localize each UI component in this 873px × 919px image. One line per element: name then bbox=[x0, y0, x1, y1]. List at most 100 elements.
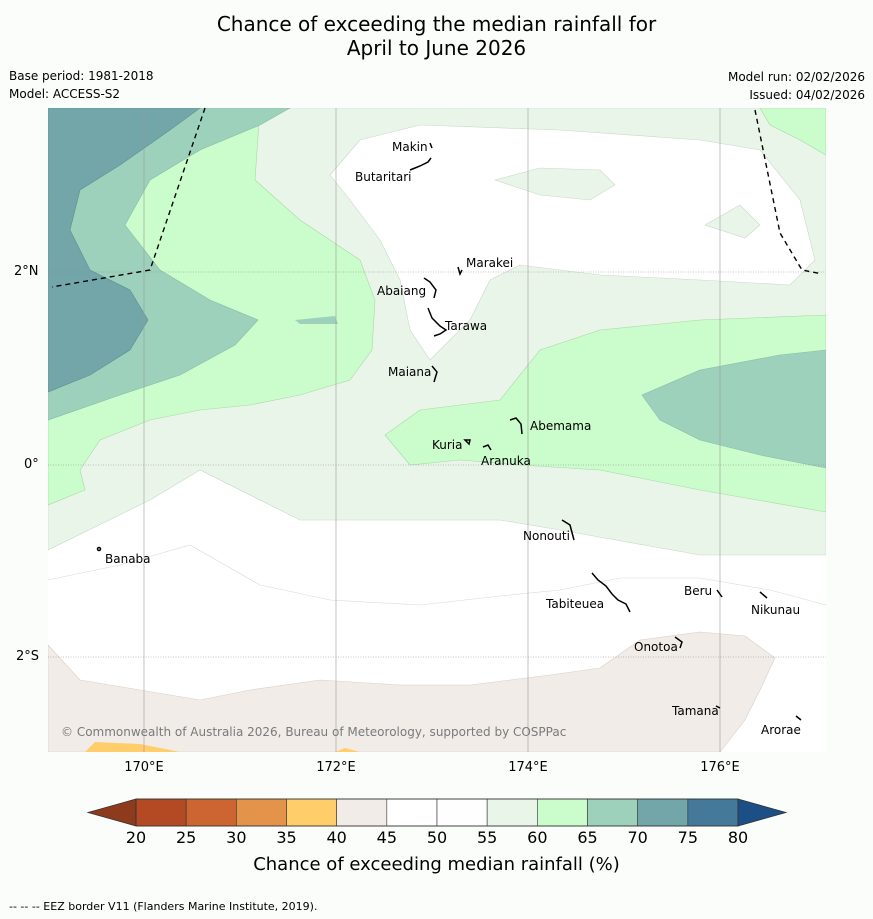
gridlines bbox=[48, 108, 826, 752]
island-beru bbox=[716, 589, 723, 598]
contour-35-40-b bbox=[335, 748, 360, 752]
lat-label-2n: 2°N bbox=[14, 264, 39, 279]
island-aranuka bbox=[482, 444, 492, 451]
contour-small-patch-1 bbox=[493, 167, 616, 201]
lon-label-170e: 170°E bbox=[124, 760, 164, 775]
label-tamana: Tamana bbox=[671, 704, 719, 718]
lon-label-174e: 174°E bbox=[508, 760, 548, 775]
title-line-2: April to June 2026 bbox=[346, 36, 527, 60]
colorbar-right-arrow-outline bbox=[737, 798, 788, 827]
colorbar-tick-60: 60 bbox=[527, 828, 548, 847]
colorbar-frame bbox=[135, 798, 739, 827]
island-arorae bbox=[795, 715, 802, 721]
base-period: Base period: 1981-2018 bbox=[9, 69, 154, 83]
eez-border-east bbox=[754, 109, 823, 275]
colorbar-segment-40-45 bbox=[336, 798, 388, 827]
island-nonouti bbox=[561, 519, 575, 541]
contour-40-45 bbox=[48, 631, 776, 752]
lat-label-0: 0° bbox=[24, 457, 39, 472]
label-beru: Beru bbox=[684, 584, 712, 598]
model-run-date: Model run: 02/02/2026 bbox=[727, 70, 865, 84]
colorbar-tick-75: 75 bbox=[677, 828, 698, 847]
contour-60-65-ne bbox=[759, 108, 826, 156]
colorbar-tick-20: 20 bbox=[125, 828, 147, 847]
lat-label-2s: 2°S bbox=[16, 649, 40, 664]
colorbar-segment-30-35 bbox=[236, 798, 287, 827]
colorbar-tick-40: 40 bbox=[326, 828, 347, 847]
contour-line-south bbox=[48, 544, 826, 606]
colorbar-tick-35: 35 bbox=[276, 828, 297, 847]
colorbar-segment-65-70 bbox=[587, 798, 638, 827]
issued-date: Issued: 04/02/2026 bbox=[749, 88, 865, 102]
colorbar-tick-70: 70 bbox=[627, 828, 648, 847]
colorbar-tick-65: 65 bbox=[577, 828, 598, 847]
colorbar-segment-55-60 bbox=[486, 798, 538, 827]
lon-label-172e: 172°E bbox=[316, 760, 356, 775]
colorbar-arrow-low bbox=[88, 799, 136, 826]
contour-60-65-east bbox=[384, 314, 826, 513]
label-nikunau: Nikunau bbox=[751, 603, 800, 617]
island-nikunau bbox=[759, 591, 768, 599]
colorbar-tick-25: 25 bbox=[175, 828, 197, 847]
contour-65-70-small bbox=[295, 316, 338, 324]
island-onotoa bbox=[674, 636, 683, 649]
copyright-notice: © Commonwealth of Australia 2026, Bureau… bbox=[61, 725, 566, 739]
colorbar bbox=[86, 798, 788, 827]
label-tarawa: Tarawa bbox=[444, 319, 487, 333]
island-marakei bbox=[457, 266, 463, 277]
label-abemama: Abemama bbox=[530, 419, 591, 433]
eez-borders bbox=[51, 107, 823, 288]
contour-70-75-west bbox=[48, 108, 201, 393]
colorbar-tick-50: 50 bbox=[426, 828, 448, 847]
colorbar-arrow-high bbox=[738, 799, 786, 826]
island-tabiteuea bbox=[591, 572, 631, 613]
rainfall-contours bbox=[48, 108, 826, 752]
colorbar-segment-25-30 bbox=[185, 798, 237, 827]
colorbar-left-arrow-outline bbox=[86, 798, 137, 827]
metadata-right: Model run: 02/02/2026 Issued: 04/02/2026 bbox=[728, 68, 865, 104]
colorbar-title: Chance of exceeding median rainfall (%) bbox=[253, 854, 620, 875]
island-kuria bbox=[463, 439, 471, 446]
island-makin bbox=[429, 142, 433, 149]
map-title: Chance of exceeding the median rainfall … bbox=[0, 12, 873, 60]
label-onotoa: Onotoa bbox=[634, 640, 678, 654]
colorbar-segment-35-40 bbox=[286, 798, 337, 827]
island-maiana bbox=[431, 365, 438, 383]
island-butaritari bbox=[409, 157, 432, 171]
eez-border-west bbox=[51, 107, 206, 288]
colorbar-tick-80: 80 bbox=[727, 828, 749, 847]
islands bbox=[96, 142, 802, 721]
island-tarawa bbox=[427, 307, 448, 337]
contour-35-40-a bbox=[85, 742, 180, 752]
label-banaba: Banaba bbox=[105, 552, 151, 566]
model-name: Model: ACCESS-S2 bbox=[9, 87, 121, 101]
colorbar-segment-50-55 bbox=[436, 798, 488, 827]
label-nonouti: Nonouti bbox=[523, 529, 570, 543]
label-butaritari: Butaritari bbox=[355, 170, 412, 184]
island-abaiang bbox=[423, 277, 437, 299]
label-marakei: Marakei bbox=[466, 256, 513, 270]
colorbar-tick-30: 30 bbox=[226, 828, 247, 847]
colorbar-segment-70-75 bbox=[637, 798, 689, 827]
place-labels: Makin Butaritari Marakei Abaiang Tarawa … bbox=[105, 140, 801, 737]
island-tamana bbox=[715, 705, 721, 709]
contour-65-70-east bbox=[641, 349, 826, 469]
title-line-1: Chance of exceeding the median rainfall … bbox=[216, 12, 657, 36]
island-banaba bbox=[96, 546, 102, 552]
label-abaiang: Abaiang bbox=[377, 284, 426, 298]
island-abemama bbox=[509, 417, 523, 435]
label-maiana: Maiana bbox=[388, 365, 431, 379]
colorbar-tick-55: 55 bbox=[476, 828, 498, 847]
colorbar-segment-75-80 bbox=[687, 798, 739, 827]
lon-label-176e: 176°E bbox=[700, 760, 740, 775]
label-tabiteuea: Tabiteuea bbox=[545, 597, 604, 611]
colorbar-tick-45: 45 bbox=[376, 828, 397, 847]
contour-50-55-north bbox=[329, 124, 816, 361]
colorbar-segments bbox=[88, 798, 786, 827]
label-makin: Makin bbox=[392, 140, 428, 154]
contour-small-patch-2 bbox=[704, 204, 761, 239]
label-arorae: Arorae bbox=[761, 723, 801, 737]
metadata-left: Base period: 1981-2018 Model: ACCESS-S2 bbox=[9, 67, 154, 103]
colorbar-segment-60-65 bbox=[537, 798, 588, 827]
